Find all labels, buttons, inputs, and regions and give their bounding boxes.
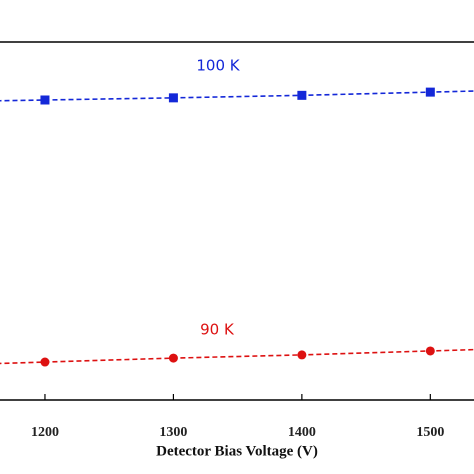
series-line bbox=[0, 90, 474, 102]
marker bbox=[168, 93, 178, 103]
series-name: 100 K bbox=[196, 57, 240, 75]
marker bbox=[297, 90, 307, 100]
marker bbox=[40, 357, 50, 367]
marker bbox=[425, 346, 435, 356]
x-axis-label: Detector Bias Voltage (V) bbox=[156, 443, 318, 459]
marker bbox=[40, 95, 50, 105]
marker bbox=[297, 350, 307, 360]
x-tick-label: 1200 bbox=[31, 425, 59, 440]
marker bbox=[425, 87, 435, 97]
x-tick-label: 1300 bbox=[159, 425, 187, 440]
plot-area bbox=[0, 87, 474, 367]
x-tick-label: 1400 bbox=[288, 425, 316, 440]
marker bbox=[168, 353, 178, 363]
series-name: 90 K bbox=[200, 321, 235, 339]
x-tick-label: 1500 bbox=[416, 425, 444, 440]
series-line bbox=[0, 348, 474, 365]
